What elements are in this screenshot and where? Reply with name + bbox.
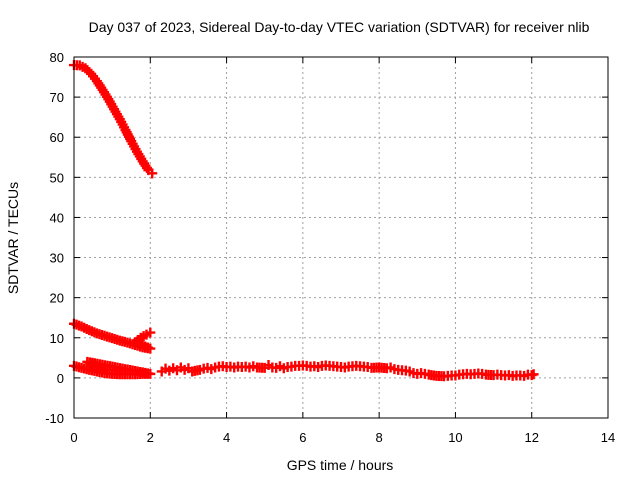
data-point	[99, 365, 110, 376]
y-tick-label: 30	[50, 251, 64, 266]
y-tick-label: 10	[50, 331, 64, 346]
series-satellite-arc-low	[69, 356, 156, 380]
y-axis-label: SDTVAR / TECUs	[5, 182, 21, 294]
series-satellite-arc-high	[69, 60, 158, 179]
series-satellite-arc-mid	[69, 318, 156, 354]
x-tick-label: 12	[524, 430, 538, 445]
y-tick-label: 40	[50, 210, 64, 225]
y-tick-label: 80	[50, 50, 64, 65]
x-tick-label: 4	[223, 430, 230, 445]
x-axis-label: GPS time / hours	[287, 457, 394, 473]
x-tick-label: 2	[147, 430, 154, 445]
x-tick-label: 0	[70, 430, 77, 445]
tick-layer: 0 2 4 6 8 10 12 14 -10 0 10 20 30 40 50 60 70 80	[45, 50, 615, 445]
data-point	[147, 168, 158, 179]
x-tick-label: 14	[601, 430, 615, 445]
y-tick-label: 70	[50, 90, 64, 105]
x-tick-label: 6	[299, 430, 306, 445]
data-point	[528, 369, 539, 380]
chart-title: Day 037 of 2023, Sidereal Day-to-day VTE…	[89, 19, 590, 35]
x-tick-label: 8	[376, 430, 383, 445]
grid-layer	[74, 57, 608, 418]
data-point	[145, 327, 156, 338]
y-tick-label: 20	[50, 291, 64, 306]
plot-frame	[73, 56, 609, 419]
y-tick-label: 60	[50, 130, 64, 145]
y-tick-label: 50	[50, 170, 64, 185]
data-layer	[69, 60, 539, 382]
y-tick-label: -10	[45, 411, 64, 426]
series-multi-satellite-scatter	[156, 360, 539, 382]
y-tick-label: 0	[57, 371, 64, 386]
x-tick-label: 10	[448, 430, 462, 445]
